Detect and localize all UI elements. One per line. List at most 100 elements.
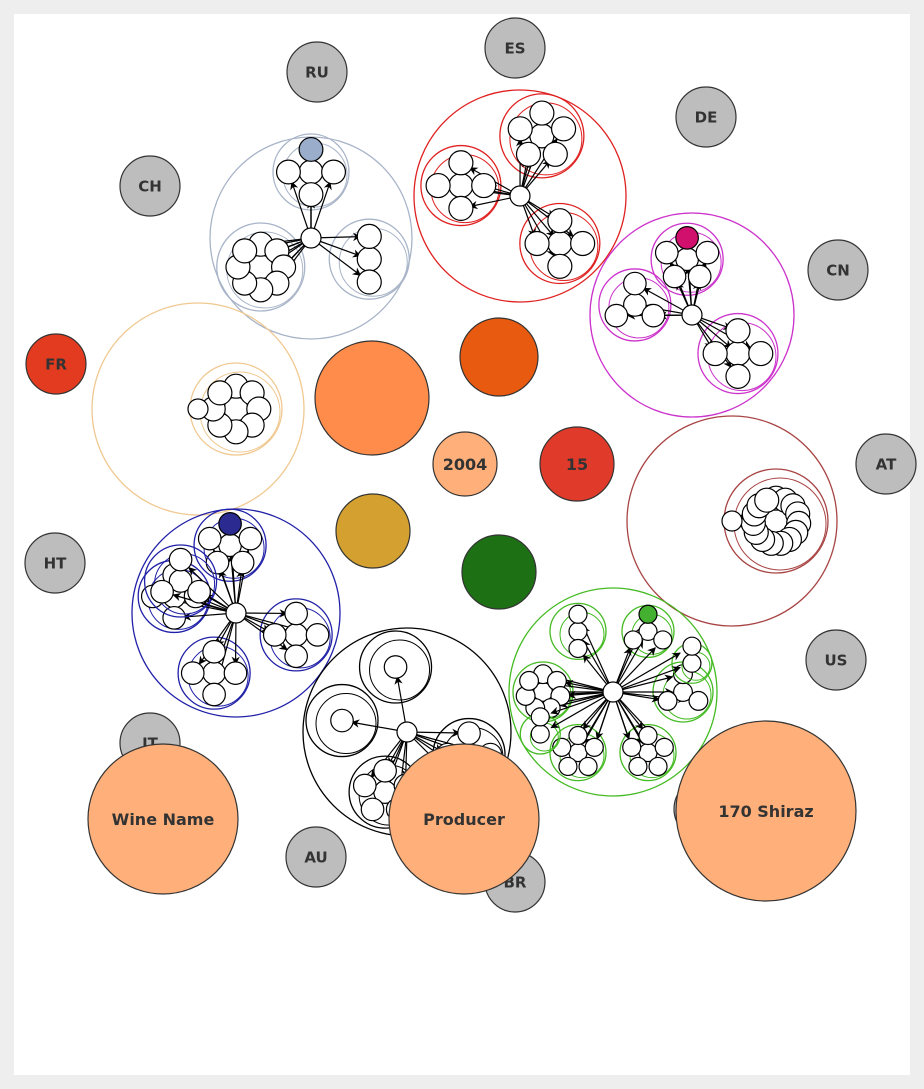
leaf-node[interactable] — [396, 721, 418, 743]
leaf-node[interactable] — [702, 340, 728, 367]
leaf-node[interactable] — [284, 623, 308, 647]
leaf-node[interactable] — [653, 630, 673, 650]
leaf-node[interactable] — [725, 363, 751, 389]
leaf-node[interactable] — [168, 547, 193, 572]
cluster-in[interactable] — [508, 587, 718, 797]
leaf-node[interactable] — [519, 670, 540, 691]
center-node-5[interactable] — [335, 493, 411, 569]
leaf-node[interactable] — [457, 721, 481, 746]
country-node-cn[interactable]: CN — [807, 239, 869, 301]
leaf-node[interactable] — [568, 621, 588, 641]
leaf-node[interactable] — [654, 737, 674, 757]
country-node-ch[interactable]: CH — [119, 155, 181, 217]
country-node-fr[interactable]: FR — [25, 333, 87, 395]
leaf-node[interactable] — [675, 225, 699, 250]
leaf-node[interactable] — [284, 644, 308, 669]
leaf-node[interactable] — [197, 526, 222, 551]
leaf-node[interactable] — [471, 172, 497, 199]
leaf-node[interactable] — [568, 604, 588, 624]
leaf-node[interactable] — [657, 690, 678, 711]
leaf-node[interactable] — [641, 303, 666, 328]
cluster-it[interactable] — [131, 508, 341, 718]
leaf-node[interactable] — [360, 797, 385, 822]
country-node-es[interactable]: ES — [484, 17, 546, 79]
leaf-node[interactable] — [628, 756, 648, 777]
leaf-node[interactable] — [754, 487, 780, 513]
leaf-node[interactable] — [232, 238, 258, 264]
legend-node-3[interactable]: 170 Shiraz — [675, 720, 857, 902]
cluster-ru[interactable] — [209, 133, 413, 340]
leaf-node[interactable] — [202, 639, 226, 664]
center-node-4[interactable]: 15 — [539, 426, 615, 502]
leaf-node[interactable] — [578, 756, 598, 777]
center-node-6[interactable] — [461, 534, 537, 610]
leaf-node[interactable] — [205, 550, 230, 575]
country-node-us[interactable]: US — [805, 629, 867, 691]
leaf-node[interactable] — [262, 623, 287, 647]
leaf-node[interactable] — [225, 602, 247, 624]
center-node-3[interactable]: 2004 — [432, 431, 498, 497]
leaf-node[interactable] — [662, 264, 687, 289]
legend-node-1[interactable]: Wine Name — [87, 743, 239, 895]
leaf-node[interactable] — [584, 737, 604, 757]
leaf-node[interactable] — [622, 737, 642, 757]
leaf-node[interactable] — [570, 230, 596, 257]
leaf-node[interactable] — [298, 136, 324, 162]
leaf-node[interactable] — [568, 638, 588, 659]
country-node-de[interactable]: DE — [675, 86, 737, 148]
leaf-node[interactable] — [547, 253, 573, 279]
country-node-au[interactable]: AU — [285, 826, 347, 888]
leaf-node[interactable] — [218, 512, 242, 536]
leaf-node[interactable] — [298, 159, 324, 185]
leaf-node[interactable] — [284, 601, 308, 626]
leaf-node[interactable] — [725, 318, 751, 344]
leaf-node[interactable] — [688, 690, 709, 711]
leaf-node[interactable] — [330, 708, 354, 733]
leaf-node[interactable] — [448, 195, 474, 221]
leaf-node[interactable] — [654, 240, 679, 265]
leaf-node[interactable] — [721, 510, 743, 532]
leaf-node[interactable] — [530, 724, 550, 744]
leaf-node[interactable] — [356, 246, 382, 272]
leaf-node[interactable] — [695, 240, 720, 265]
leaf-node[interactable] — [515, 141, 542, 167]
leaf-node[interactable] — [305, 623, 330, 647]
leaf-node[interactable] — [300, 227, 322, 249]
leaf-node[interactable] — [638, 725, 658, 746]
leaf-node[interactable] — [150, 579, 174, 604]
leaf-node[interactable] — [425, 172, 451, 199]
leaf-node[interactable] — [356, 223, 382, 250]
leaf-node[interactable] — [230, 550, 255, 575]
leaf-node[interactable] — [180, 661, 205, 685]
leaf-node[interactable] — [238, 526, 263, 551]
leaf-node[interactable] — [187, 398, 209, 420]
leaf-node[interactable] — [530, 707, 550, 727]
leaf-node[interactable] — [682, 636, 702, 656]
country-node-at[interactable]: AT — [855, 433, 917, 495]
leaf-node[interactable] — [162, 605, 187, 630]
center-node-2[interactable] — [459, 317, 539, 397]
leaf-node[interactable] — [604, 303, 629, 328]
leaf-node[interactable] — [602, 681, 624, 703]
leaf-node[interactable] — [547, 230, 573, 257]
country-node-ru[interactable]: RU — [286, 41, 348, 103]
leaf-node[interactable] — [448, 172, 474, 199]
cluster-cn[interactable] — [589, 212, 795, 418]
leaf-node[interactable] — [352, 773, 377, 798]
leaf-node[interactable] — [187, 579, 211, 604]
leaf-node[interactable] — [202, 661, 226, 685]
leaf-node[interactable] — [558, 756, 578, 777]
leaf-node[interactable] — [648, 756, 668, 777]
leaf-node[interactable] — [373, 758, 397, 783]
country-node-ht[interactable]: HT — [24, 532, 86, 594]
leaf-node[interactable] — [356, 269, 382, 295]
leaf-node[interactable] — [550, 116, 577, 142]
leaf-node[interactable] — [321, 159, 347, 185]
leaf-node[interactable] — [202, 682, 226, 707]
leaf-node[interactable] — [547, 208, 573, 234]
leaf-node[interactable] — [725, 340, 751, 367]
leaf-node[interactable] — [687, 264, 712, 289]
leaf-node[interactable] — [383, 655, 408, 679]
leaf-node[interactable] — [748, 340, 774, 367]
leaf-node[interactable] — [207, 380, 233, 406]
